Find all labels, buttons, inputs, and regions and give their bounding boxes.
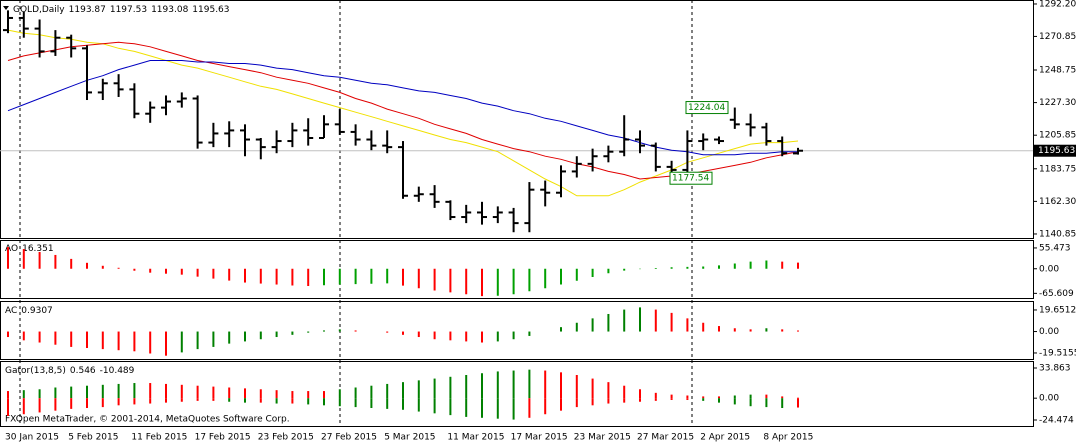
current-price-label: 1195.63 bbox=[1038, 146, 1075, 156]
y-tick-label: 33.863 bbox=[1039, 363, 1071, 373]
menu-arrow[interactable] bbox=[3, 6, 9, 10]
x-tick-label: 27 Mar 2015 bbox=[637, 433, 694, 443]
indicator-line bbox=[7, 60, 798, 156]
indicator-name: AC bbox=[5, 306, 17, 316]
x-tick-label: 17 Mar 2015 bbox=[511, 433, 568, 443]
x-tick-label: 5 Mar 2015 bbox=[384, 433, 435, 443]
y-tick-label: 1248.75 bbox=[1039, 66, 1076, 76]
x-tick-label: 23 Feb 2015 bbox=[258, 433, 314, 443]
indicator-value: 1193.87 bbox=[69, 5, 106, 15]
pane-title: AC 0.9307 bbox=[5, 306, 53, 316]
y-tick-label: 1270.85 bbox=[1039, 32, 1076, 42]
price-label: 1177.54 bbox=[672, 174, 709, 184]
y-tick-label: 1227.30 bbox=[1039, 98, 1076, 108]
x-tick-label: 23 Mar 2015 bbox=[574, 433, 631, 443]
y-tick-label: -24.474 bbox=[1039, 416, 1074, 426]
y-tick-label: -65.609 bbox=[1039, 289, 1074, 299]
x-tick-label: 30 Jan 2015 bbox=[5, 433, 59, 443]
x-tick-label: 27 Feb 2015 bbox=[321, 433, 377, 443]
x-tick-label: 8 Apr 2015 bbox=[763, 433, 813, 443]
x-tick-label: 11 Mar 2015 bbox=[447, 433, 504, 443]
y-tick-label: 19.6512 bbox=[1039, 305, 1076, 315]
price-label-box bbox=[685, 101, 729, 115]
price-label-box bbox=[669, 171, 713, 185]
indicator-value: 1197.53 bbox=[110, 5, 147, 15]
indicator-value: 16.351 bbox=[22, 244, 54, 254]
ac-pane bbox=[0, 301, 1034, 360]
indicator-value: -10.489 bbox=[100, 366, 135, 376]
x-tick-label: 17 Feb 2015 bbox=[195, 433, 251, 443]
ao-pane bbox=[0, 240, 1034, 299]
y-tick-label: 0.00 bbox=[1039, 394, 1059, 404]
indicator-value: 1195.63 bbox=[192, 5, 229, 15]
y-tick-label: 1205.85 bbox=[1039, 131, 1076, 141]
indicator-line bbox=[7, 29, 799, 197]
y-tick-label: 0.00 bbox=[1039, 264, 1059, 274]
pane-title: Gator(13,8,5) 0.546 -10.489 bbox=[5, 366, 135, 376]
y-tick-label: 1140.85 bbox=[1039, 229, 1076, 239]
y-tick-label: 55.473 bbox=[1039, 243, 1071, 253]
x-tick-label: 11 Feb 2015 bbox=[131, 433, 187, 443]
indicator-name: AO bbox=[5, 244, 18, 254]
main-pane bbox=[0, 0, 1034, 239]
pane-title: AO 16.351 bbox=[5, 244, 54, 254]
x-tick-label: 5 Feb 2015 bbox=[68, 433, 118, 443]
y-tick-label: -19.5155 bbox=[1039, 348, 1076, 358]
gator-pane bbox=[0, 361, 1034, 427]
indicator-value: 0.546 bbox=[70, 366, 96, 376]
indicator-name: Gator(13,8,5) bbox=[5, 366, 66, 376]
y-tick-label: 0.00 bbox=[1039, 327, 1059, 337]
copyright: FXOpen MetaTrader, © 2001-2014, MetaQuot… bbox=[5, 415, 290, 425]
pane-title: GOLD,Daily 1193.87 1197.53 1193.08 1195.63 bbox=[13, 5, 230, 15]
y-tick-label: 1162.30 bbox=[1039, 197, 1076, 207]
x-tick-label: 2 Apr 2015 bbox=[700, 433, 750, 443]
indicator-line bbox=[7, 41, 799, 180]
current-price-box bbox=[1034, 144, 1076, 157]
y-tick-label: 1183.75 bbox=[1039, 164, 1076, 174]
price-label: 1224.04 bbox=[688, 103, 725, 113]
indicator-name: GOLD,Daily bbox=[13, 5, 65, 15]
y-tick-label: 1292.20 bbox=[1039, 0, 1076, 9]
indicator-value: 0.9307 bbox=[21, 306, 53, 316]
indicator-value: 1193.08 bbox=[151, 5, 188, 15]
